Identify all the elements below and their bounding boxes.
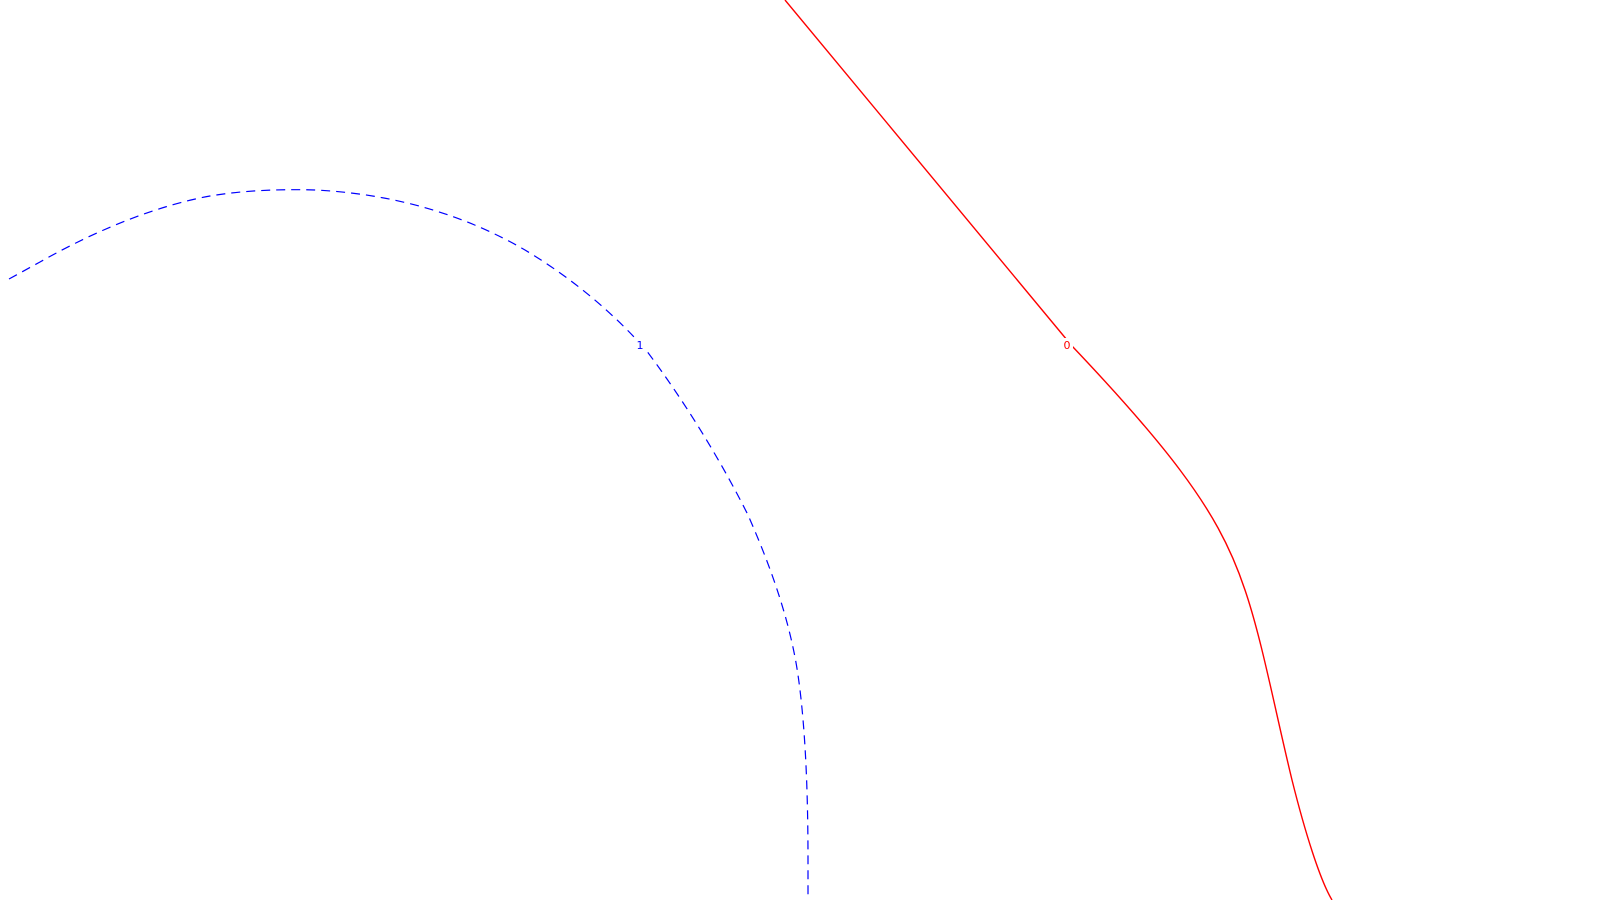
contour-label-0: 0 (1064, 339, 1071, 352)
contour-label-1-background (634, 338, 646, 352)
contour-label-0-background (1061, 338, 1073, 352)
contour-line-1 (8, 189, 809, 900)
contour-line-0 (784, 0, 1333, 900)
contour-label-1: 1 (637, 339, 644, 352)
